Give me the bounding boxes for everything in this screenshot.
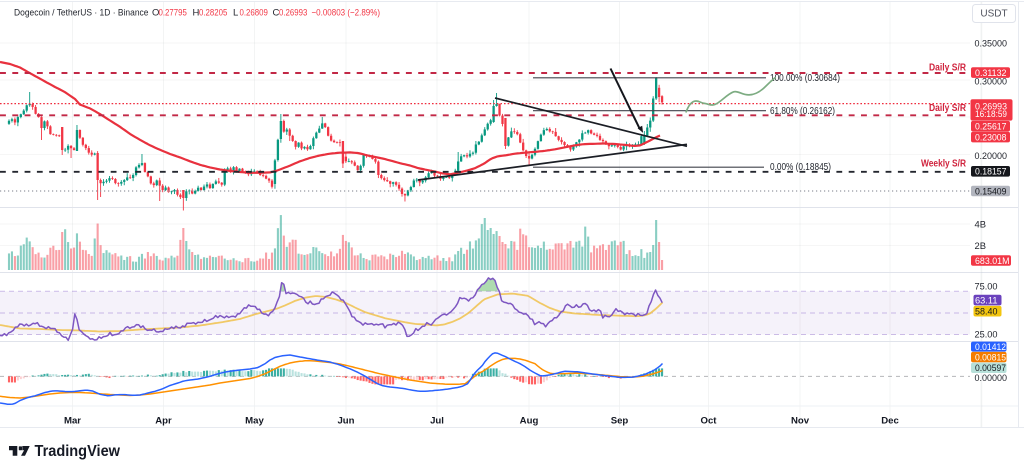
svg-text:75.00: 75.00 [975, 281, 998, 291]
svg-text:Sep: Sep [611, 415, 629, 426]
svg-text:100.00% (0.30684): 100.00% (0.30684) [770, 73, 840, 84]
svg-text:May: May [245, 415, 264, 426]
svg-text:0.15409: 0.15409 [975, 186, 1007, 196]
svg-text:0.23008: 0.23008 [975, 133, 1007, 143]
svg-text:Nov: Nov [791, 415, 810, 426]
svg-text:Daily S/R: Daily S/R [929, 103, 966, 114]
svg-text:O: O [152, 8, 159, 19]
svg-text:0.35000: 0.35000 [975, 38, 1008, 48]
svg-text:Jun: Jun [337, 415, 354, 426]
svg-text:0.00597: 0.00597 [975, 363, 1006, 373]
svg-text:USDT: USDT [980, 9, 1007, 20]
svg-text:2B: 2B [975, 241, 987, 251]
svg-text:0.31132: 0.31132 [975, 68, 1007, 78]
svg-text:0.25617: 0.25617 [975, 122, 1007, 132]
svg-text:Weekly S/R: Weekly S/R [921, 158, 966, 169]
svg-text:L: L [233, 8, 238, 19]
svg-text:0.26993: 0.26993 [975, 102, 1007, 112]
svg-text:Oct: Oct [701, 415, 718, 426]
svg-text:61.80% (0.26162): 61.80% (0.26162) [770, 106, 835, 117]
svg-text:0.01412: 0.01412 [975, 342, 1006, 352]
svg-text:Dec: Dec [881, 415, 899, 426]
svg-text:0.26809: 0.26809 [240, 8, 268, 19]
svg-text:C: C [273, 8, 280, 19]
svg-text:0.26993: 0.26993 [279, 8, 307, 19]
svg-text:−0.00803 (−2.89%): −0.00803 (−2.89%) [312, 8, 381, 19]
svg-text:4B: 4B [975, 219, 987, 229]
svg-text:H: H [193, 8, 200, 19]
svg-text:25.00: 25.00 [975, 329, 998, 339]
svg-text:Apr: Apr [155, 415, 172, 426]
svg-text:Dogecoin / TetherUS · 1D · Bin: Dogecoin / TetherUS · 1D · Binance [14, 8, 149, 19]
svg-text:0.00% (0.18845): 0.00% (0.18845) [770, 162, 831, 173]
svg-text:0.20000: 0.20000 [975, 151, 1008, 161]
svg-text:683.01M: 683.01M [975, 256, 1010, 266]
svg-text:16:18:59: 16:18:59 [975, 109, 1007, 119]
svg-text:Aug: Aug [520, 415, 539, 426]
svg-text:Daily S/R: Daily S/R [929, 62, 966, 73]
svg-text:0.30000: 0.30000 [975, 76, 1008, 86]
svg-text:0.27795: 0.27795 [159, 8, 187, 19]
svg-text:0.00815: 0.00815 [975, 353, 1006, 363]
svg-text:Jul: Jul [430, 415, 444, 426]
svg-text:0.28205: 0.28205 [199, 8, 227, 19]
svg-text:63.11: 63.11 [975, 296, 998, 306]
svg-text:58.40: 58.40 [975, 307, 998, 317]
svg-text:0.18157: 0.18157 [975, 167, 1007, 177]
svg-text:TradingView: TradingView [35, 443, 121, 460]
svg-text:Mar: Mar [64, 415, 81, 426]
svg-text:0.00000: 0.00000 [975, 373, 1008, 383]
